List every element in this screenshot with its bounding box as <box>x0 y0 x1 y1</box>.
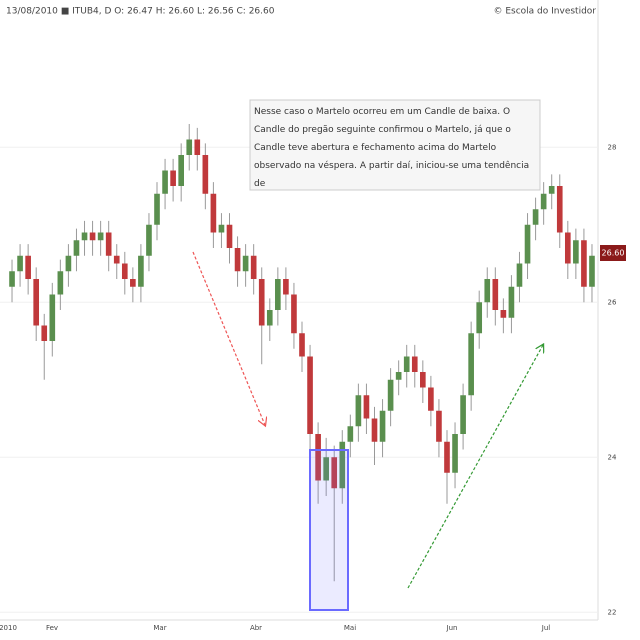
y-tick-label: 28 <box>608 143 617 151</box>
candle-body <box>436 410 442 442</box>
hammer-highlight <box>309 449 349 611</box>
candle-body <box>9 271 15 287</box>
candle-body <box>556 186 563 233</box>
credit: © Escola do Investidor <box>493 7 596 17</box>
candle-body <box>130 279 136 287</box>
candle-body <box>162 170 168 194</box>
candle-body <box>218 224 225 233</box>
candle-body <box>113 255 120 264</box>
candle-body <box>395 372 402 380</box>
candle-body <box>299 333 305 357</box>
candle-body <box>234 248 241 272</box>
candle-body <box>347 426 354 442</box>
candle-body <box>105 232 112 256</box>
last-price: 26.60 <box>602 249 625 258</box>
candle-body <box>25 255 31 279</box>
candle-body <box>170 170 176 186</box>
annotation-box <box>249 99 541 191</box>
candle-body <box>97 232 104 241</box>
candle-body <box>524 224 531 264</box>
candle-body <box>411 356 418 372</box>
candle-body <box>355 395 362 427</box>
candle-body <box>73 240 80 256</box>
candle-body <box>33 279 40 326</box>
candle-body <box>41 325 48 341</box>
candle-body <box>492 279 499 310</box>
candle-body <box>548 186 555 194</box>
candle-body <box>202 155 209 194</box>
candle-body <box>339 441 346 489</box>
candle-body <box>379 410 386 442</box>
candle-body <box>17 255 23 272</box>
candle-body <box>315 434 321 481</box>
x-tick-label: Abr <box>250 624 262 632</box>
candle-body <box>476 302 483 334</box>
candle-body <box>460 395 466 434</box>
candle-body <box>266 310 273 326</box>
y-tick-label: 26 <box>608 298 617 306</box>
candle-body <box>283 279 289 295</box>
candle-body <box>242 255 249 272</box>
candle-body <box>250 255 257 279</box>
y-tick-label: 24 <box>608 453 617 461</box>
annotation: Nesse caso o Martelo ocorreu em um Candl… <box>254 107 530 189</box>
candle-body <box>540 193 547 210</box>
down-arrow <box>192 251 265 425</box>
candle-body <box>331 457 338 489</box>
candle-body <box>57 271 64 295</box>
x-tick-label: Jun <box>446 624 458 632</box>
candle-body <box>573 240 579 264</box>
candle-body <box>581 240 587 287</box>
candle-body <box>154 193 160 225</box>
candle-body <box>226 224 233 248</box>
candle-body <box>65 255 72 272</box>
candle-body <box>323 457 329 481</box>
candle-body <box>121 263 128 279</box>
candle-body <box>420 372 426 388</box>
candle-body <box>49 294 56 341</box>
candle-body <box>589 255 595 287</box>
candle-body <box>428 387 434 411</box>
candle-body <box>178 155 184 186</box>
last-price-tag <box>600 245 626 261</box>
up-arrow <box>407 345 543 589</box>
candle-body <box>194 139 201 155</box>
candle-body <box>403 356 410 372</box>
candle-body <box>508 286 515 318</box>
candle-body <box>500 310 507 318</box>
candle-body <box>516 263 523 287</box>
x-tick-label: Mai <box>344 624 356 632</box>
x-tick-label: Jul <box>541 624 551 632</box>
candle-body <box>146 224 152 256</box>
candle-body <box>532 209 539 225</box>
candle-body <box>291 294 297 334</box>
candle-body <box>138 255 144 287</box>
candle-body <box>484 279 491 303</box>
candle-body <box>452 434 458 473</box>
candle-body <box>89 232 96 241</box>
candle-body <box>387 379 394 411</box>
plot: 28 26 24 22 2010 Fev Mar Abr Mai Jun Jul <box>0 124 617 632</box>
x-tick-label: 2010 <box>0 624 17 632</box>
x-tick-label: Fev <box>46 624 58 632</box>
candle-body <box>564 232 571 264</box>
candle-body <box>363 395 370 419</box>
candle-body <box>371 418 378 442</box>
candle-body <box>258 279 265 326</box>
candle-body <box>307 356 313 434</box>
y-tick-label: 22 <box>608 608 617 616</box>
annotation-wrap: Nesse caso o Martelo ocorreu em um Candl… <box>254 107 530 189</box>
candle-body <box>81 232 88 241</box>
candle-body <box>186 139 193 155</box>
x-tick-label: Mar <box>153 624 166 632</box>
candle-body <box>275 279 281 310</box>
candle-body <box>468 333 474 396</box>
header: 13/08/2010 ■ ITUB4, D O: 26.47 H: 26.60 … <box>6 7 275 17</box>
candle-body <box>210 193 217 233</box>
candle-body <box>444 441 450 473</box>
